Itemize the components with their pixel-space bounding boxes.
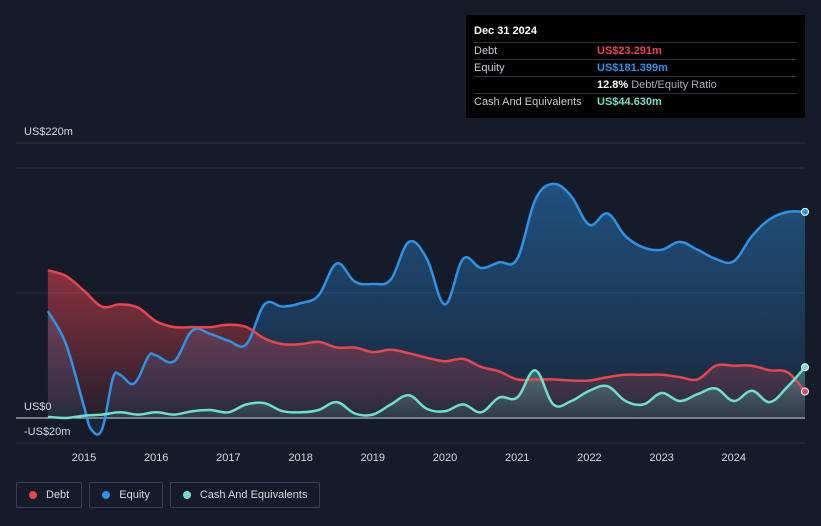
x-axis-label: 2023	[649, 452, 673, 464]
tooltip-label: Equity	[474, 62, 505, 74]
axis-labels: US$220m US$0 -US$20m 2015 2016 2017 2018 2019 20…	[24, 126, 746, 464]
legend-label: Equity	[119, 489, 150, 501]
cash-area	[47, 367, 805, 419]
legend-cash[interactable]: Cash And Equivalents	[169, 482, 321, 508]
end-markers	[801, 207, 809, 396]
tooltip-label: Debt	[474, 45, 498, 57]
tooltip-label	[474, 77, 597, 93]
y-axis-label: -US$20m	[24, 426, 70, 438]
x-axis-label: 2016	[144, 452, 168, 464]
tooltip-row-ratio: 12.8% Debt/Equity Ratio	[474, 76, 797, 93]
equity-end-point	[801, 207, 809, 216]
y-axis-label: US$0	[24, 401, 52, 413]
tooltip-row-cash: Cash And Equivalents US$44.630m	[474, 93, 797, 110]
tooltip-row-debt: Debt US$23.291m	[474, 42, 797, 59]
debt-end-point	[801, 387, 809, 396]
tooltip-label: Cash And Equivalents	[474, 96, 582, 108]
cash-line	[47, 366, 806, 420]
data-tooltip: Dec 31 2024 Debt US$23.291m Equity US$18…	[466, 15, 805, 118]
tooltip-ratio-value: 12.8%	[597, 79, 629, 91]
legend-label: Debt	[46, 489, 70, 501]
debt-dot-icon	[29, 491, 37, 499]
x-axis-label: 2022	[577, 452, 601, 464]
tooltip-date: Dec 31 2024	[474, 25, 537, 37]
debt-line	[47, 269, 806, 393]
x-axis-label: 2015	[72, 452, 96, 464]
equity-dot-icon	[102, 491, 111, 499]
x-axis-label: 2021	[505, 452, 529, 464]
tooltip-equity-value: US$181.399m	[597, 62, 668, 74]
equity-line	[46, 182, 806, 436]
x-axis-label: 2019	[361, 452, 385, 464]
y-axis-label: US$220m	[24, 126, 73, 138]
tooltip-row-equity: Equity US$181.399m	[474, 59, 797, 76]
cash-end-point	[801, 363, 809, 372]
chart-legend: Debt Equity Cash And Equivalents	[16, 482, 321, 508]
tooltip-cash-value: US$44.630m	[597, 96, 662, 108]
series-areas	[47, 183, 805, 435]
legend-label: Cash And Equivalents	[199, 489, 308, 501]
tooltip-ratio-label: Debt/Equity Ratio	[631, 79, 717, 91]
debt-area	[47, 270, 805, 418]
series-lines	[46, 182, 806, 436]
cash-dot-icon	[182, 491, 191, 499]
x-axis-label: 2018	[288, 452, 312, 464]
x-axis-label: 2020	[433, 452, 457, 464]
x-axis-label: 2017	[216, 452, 240, 464]
legend-debt[interactable]: Debt	[16, 482, 83, 508]
tooltip-debt-value: US$23.291m	[597, 45, 662, 57]
legend-equity[interactable]: Equity	[89, 482, 163, 508]
x-axis-label: 2024	[722, 452, 746, 464]
